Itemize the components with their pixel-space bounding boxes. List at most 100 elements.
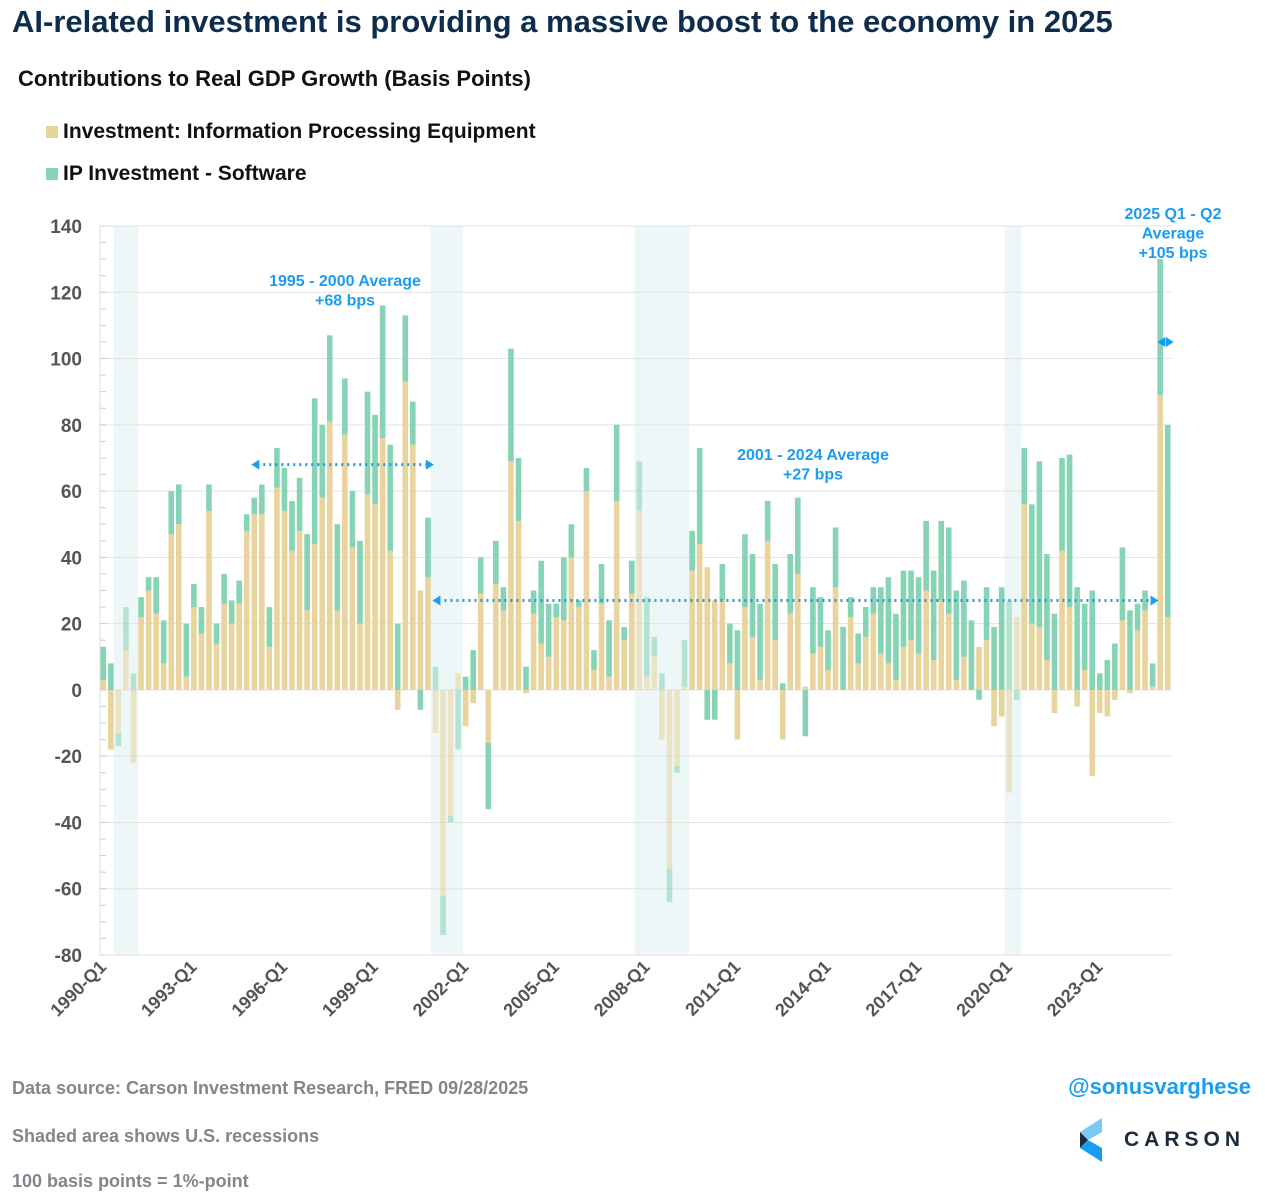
bar-equipment xyxy=(862,636,869,690)
bar-group xyxy=(1036,461,1043,690)
bar-software xyxy=(795,497,801,574)
x-tick-label: 2023-Q1 xyxy=(1043,957,1107,1021)
bar-group xyxy=(606,620,612,690)
bar-software xyxy=(236,580,242,604)
bar-equipment xyxy=(568,557,575,690)
bar-software xyxy=(983,587,990,641)
bar-group xyxy=(681,640,688,690)
bar-group xyxy=(342,378,348,690)
bar-software xyxy=(296,477,303,531)
bar-equipment xyxy=(1066,607,1073,690)
bar-group xyxy=(764,501,771,690)
y-tick-label: -20 xyxy=(55,747,82,768)
y-tick-label: 120 xyxy=(50,283,82,304)
annotation-label: +105 bps xyxy=(1139,245,1208,262)
bar-equipment xyxy=(938,600,945,690)
bar-software xyxy=(583,467,590,492)
bar-group xyxy=(810,587,816,690)
bar-equipment xyxy=(191,607,197,690)
y-tick-label: -40 xyxy=(55,813,82,834)
bar-group xyxy=(621,626,627,690)
bar-equipment xyxy=(727,663,733,690)
bar-software xyxy=(364,391,371,495)
bar-group xyxy=(1029,504,1035,690)
bar-group xyxy=(742,534,748,690)
bar-equipment xyxy=(1013,617,1020,690)
bar-group xyxy=(130,673,137,763)
bar-group xyxy=(923,520,929,690)
legend-label-equipment: Investment: Information Processing Equip… xyxy=(63,120,536,143)
bar-equipment xyxy=(961,656,967,690)
bar-equipment xyxy=(878,653,884,690)
bar-software xyxy=(1081,603,1088,671)
bar-group xyxy=(440,689,446,936)
bar-software xyxy=(998,587,1005,690)
bar-software xyxy=(659,673,665,690)
bar-equipment xyxy=(100,679,107,690)
bar-software xyxy=(1104,660,1111,690)
bar-software xyxy=(160,620,167,664)
bar-software xyxy=(1013,689,1020,700)
bar-equipment xyxy=(674,689,680,767)
bar-software xyxy=(319,424,326,498)
bar-software xyxy=(221,573,227,604)
annotation-label: 2025 Q1 - Q2 xyxy=(1125,206,1222,223)
bar-software xyxy=(749,554,756,637)
bar-equipment xyxy=(885,663,892,690)
bar-equipment xyxy=(243,530,250,690)
bar-group xyxy=(266,607,273,690)
bar-software xyxy=(606,620,612,677)
bar-software xyxy=(553,603,560,618)
bar-software xyxy=(432,666,439,690)
bar-software xyxy=(945,527,952,614)
bar-software xyxy=(138,597,144,618)
chart-title: AI-related investment is providing a mas… xyxy=(12,4,1113,39)
bar-software xyxy=(704,689,711,720)
bar-software xyxy=(810,587,816,654)
bar-group xyxy=(326,335,333,690)
bar-group xyxy=(1127,610,1133,694)
arrow-left-icon xyxy=(251,459,260,470)
bar-group xyxy=(945,527,952,690)
bar-equipment xyxy=(266,646,273,690)
bar-software xyxy=(153,577,159,614)
bar-group xyxy=(832,527,839,690)
bar-group xyxy=(772,563,778,690)
bar-group xyxy=(1051,613,1058,714)
bar-software xyxy=(666,868,673,902)
bar-software xyxy=(598,563,605,604)
bar-software xyxy=(462,676,469,690)
bar-equipment xyxy=(334,610,341,690)
bar-group xyxy=(651,636,658,690)
bar-equipment xyxy=(583,491,590,690)
bar-equipment xyxy=(591,670,597,690)
bar-software xyxy=(727,623,733,664)
recession-shade xyxy=(634,226,690,955)
bar-equipment xyxy=(1036,626,1043,690)
bar-group xyxy=(1013,617,1020,700)
bar-software xyxy=(198,607,205,634)
bar-equipment xyxy=(953,679,960,690)
bar-group xyxy=(795,497,801,690)
bar-group xyxy=(455,673,461,750)
bar-software xyxy=(1021,448,1028,505)
bar-group xyxy=(711,600,718,720)
bar-group xyxy=(1021,448,1028,690)
bar-group xyxy=(908,570,914,690)
bar-software xyxy=(953,590,960,680)
bar-equipment xyxy=(402,381,409,690)
bar-equipment xyxy=(1089,689,1096,777)
x-tick-label: 2017-Q1 xyxy=(862,957,926,1021)
bar-software xyxy=(115,732,122,747)
bar-group xyxy=(938,520,945,690)
bar-software xyxy=(568,524,575,558)
bar-equipment xyxy=(319,497,326,690)
bar-equipment xyxy=(772,640,778,690)
bar-software xyxy=(477,557,484,594)
bar-equipment xyxy=(742,607,748,690)
bar-equipment xyxy=(387,550,393,690)
bar-equipment xyxy=(462,689,469,727)
bar-equipment xyxy=(108,689,114,750)
bar-group xyxy=(1096,673,1103,714)
annotation-label: 1995 - 2000 Average xyxy=(269,273,421,290)
